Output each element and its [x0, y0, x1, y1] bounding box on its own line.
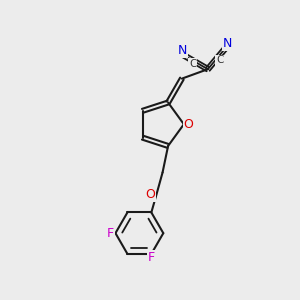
- Text: N: N: [177, 44, 187, 58]
- Text: O: O: [146, 188, 155, 201]
- Text: N: N: [223, 37, 232, 50]
- Text: C: C: [189, 59, 197, 69]
- Text: C: C: [216, 56, 223, 65]
- Text: F: F: [148, 251, 155, 264]
- Text: O: O: [184, 118, 194, 131]
- Text: F: F: [107, 227, 114, 240]
